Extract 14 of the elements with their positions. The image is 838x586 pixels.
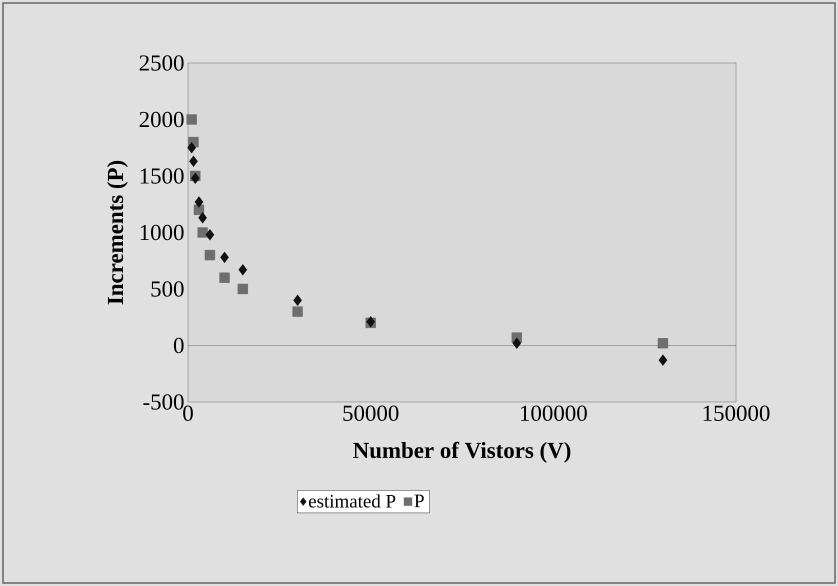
legend-label: P (414, 494, 424, 508)
y-tick-label: 1000 (140, 224, 184, 240)
y-tick-label: 2000 (140, 112, 184, 128)
y-tick-label: 1500 (140, 168, 184, 184)
x-tick-label: 50000 (343, 405, 398, 421)
y-tick-label: -500 (143, 394, 184, 410)
x-axis-title: Number of Vistors (V) (353, 442, 570, 463)
x-tick-label: 100000 (520, 405, 587, 421)
x-tick-label: 150000 (704, 405, 770, 421)
y-tick-label: 500 (151, 281, 184, 297)
y-tick-label: 2500 (140, 55, 184, 71)
y-axis-title: Increments (P) (107, 160, 128, 304)
legend-label: estimated P (308, 494, 396, 508)
y-tick-label: 0 (174, 338, 184, 354)
